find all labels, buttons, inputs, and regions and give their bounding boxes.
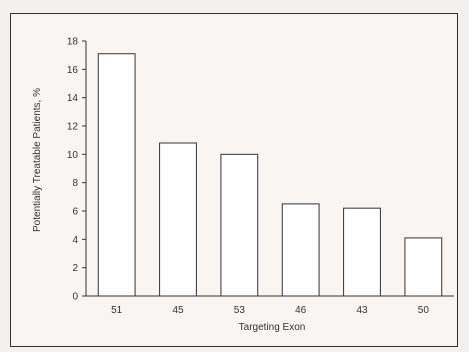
- bars: [97, 53, 443, 297]
- x-tick-label: 50: [418, 305, 430, 316]
- bar-exon-50: [404, 237, 443, 297]
- bar-exon-43: [343, 207, 381, 297]
- bar-exon-46: [281, 203, 320, 297]
- bar-exon-45: [159, 142, 197, 297]
- y-tick-label: 10: [67, 150, 79, 161]
- y-axis: 0 2 4 6 8 10 12 14 16 18: [67, 37, 87, 303]
- y-tick-label: 0: [72, 292, 78, 303]
- x-tick-label: 53: [234, 305, 246, 316]
- y-tick-label: 14: [67, 93, 79, 104]
- x-tick-label: 51: [111, 305, 123, 316]
- y-tick-label: 18: [67, 37, 79, 48]
- bar-exon-53: [220, 153, 259, 297]
- y-tick-label: 4: [72, 235, 78, 246]
- bar-exon-51: [97, 53, 136, 297]
- y-axis-label: Potentially Treatable Patients, %: [32, 88, 43, 232]
- y-tick-label: 6: [72, 207, 78, 218]
- y-tick-label: 2: [72, 263, 78, 274]
- x-axis-label: Targeting Exon: [239, 322, 306, 333]
- y-tick-label: 8: [72, 178, 78, 189]
- y-tick-label: 16: [67, 65, 79, 76]
- x-axis: 51 45 53 46 43 50: [86, 295, 454, 316]
- x-tick-label: 45: [172, 305, 184, 316]
- y-tick-label: 12: [67, 122, 79, 133]
- x-tick-label: 46: [295, 305, 307, 316]
- x-tick-label: 43: [356, 305, 368, 316]
